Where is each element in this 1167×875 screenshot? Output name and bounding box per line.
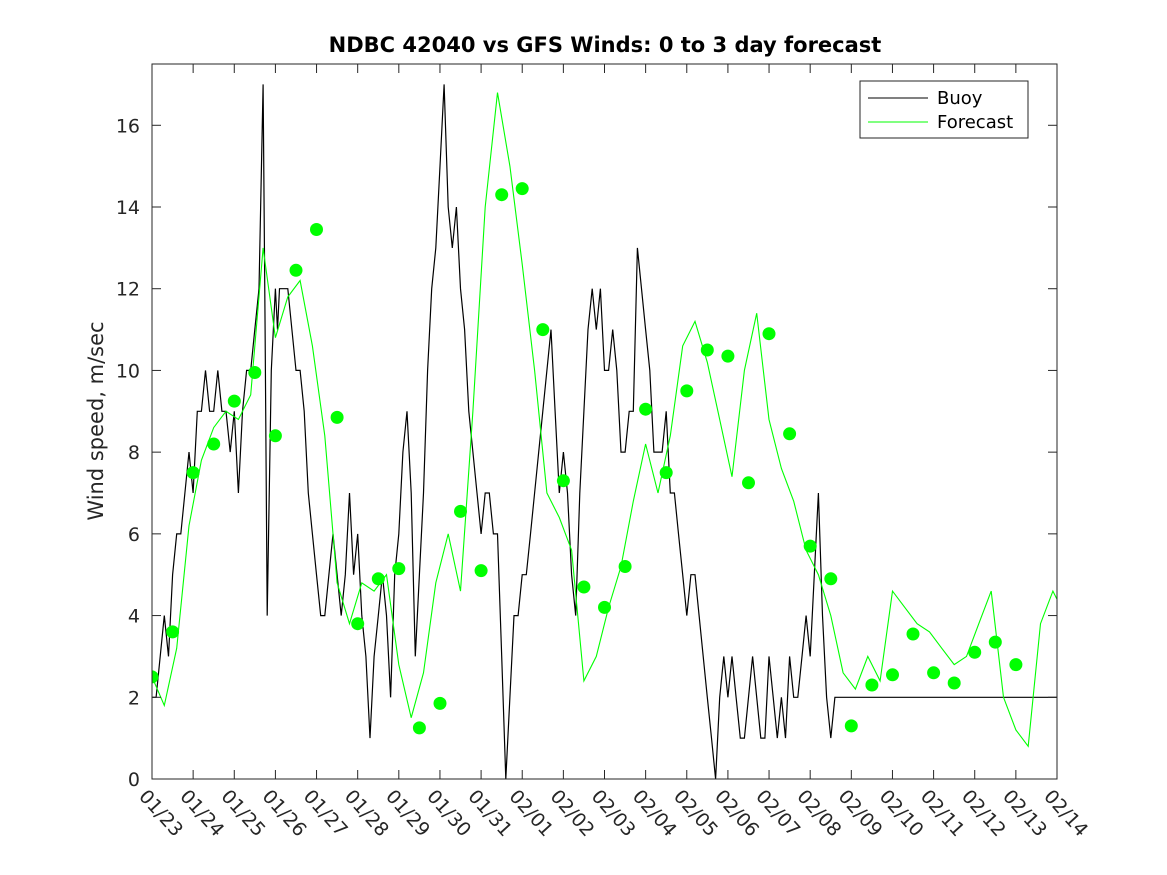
forecast-marker: [248, 366, 262, 379]
y-axis-label: Wind speed, m/sec: [84, 321, 108, 520]
forecast-marker: [844, 719, 858, 733]
y-tick-label: 0: [128, 769, 140, 791]
axes-box: [151, 63, 1058, 780]
forecast-marker: [351, 617, 365, 631]
x-tick-label: 02/04: [628, 786, 681, 841]
forecast-marker: [598, 600, 611, 614]
forecast-marker: [721, 349, 735, 363]
forecast-marker: [556, 474, 570, 488]
x-tick-label: 02/05: [669, 786, 722, 841]
x-tick-label: 01/31: [463, 786, 516, 841]
x-tick-label: 02/13: [998, 786, 1051, 841]
forecast-marker: [659, 466, 673, 480]
x-tick-label: 02/12: [957, 786, 1010, 841]
x-tick-label: 01/27: [299, 786, 352, 841]
forecast-marker: [536, 323, 550, 337]
x-tick-label: 02/10: [875, 786, 928, 841]
forecast-marker: [433, 696, 447, 710]
forecast-marker: [680, 384, 694, 398]
x-tick-label: 02/02: [546, 786, 599, 841]
y-tick-label: 4: [128, 606, 140, 628]
forecast-marker: [166, 625, 180, 639]
x-tick-label: 02/08: [792, 786, 845, 841]
forecast-marker: [947, 676, 961, 690]
legend-label-buoy: Buoy: [937, 88, 983, 109]
forecast-marker: [577, 580, 591, 594]
x-tick-label: 01/24: [175, 786, 228, 841]
series-line-buoy: [152, 84, 1057, 779]
forecast-marker: [495, 188, 509, 202]
forecast-marker: [289, 263, 303, 277]
forecast-marker: [371, 572, 385, 586]
forecast-marker: [310, 223, 323, 236]
y-tick-label: 8: [128, 442, 140, 464]
forecast-marker: [268, 429, 282, 443]
y-tick-label: 10: [116, 360, 140, 382]
forecast-marker: [392, 562, 406, 576]
forecast-marker: [742, 476, 755, 490]
forecast-marker: [927, 666, 941, 680]
legend: Buoy Forecast: [859, 80, 1029, 139]
y-tick-label: 12: [116, 279, 140, 301]
forecast-marker: [618, 560, 632, 573]
forecast-marker: [412, 721, 426, 735]
chart-title: NDBC 42040 vs GFS Winds: 0 to 3 day fore…: [329, 33, 882, 57]
forecast-marker: [474, 564, 488, 578]
x-tick-label: 02/07: [751, 786, 804, 841]
y-tick-label: 16: [116, 115, 140, 137]
forecast-marker: [762, 327, 776, 341]
x-tick-label: 02/14: [1039, 786, 1092, 841]
x-tick-label: 02/01: [505, 786, 558, 841]
legend-box: [859, 80, 1029, 139]
x-tick-label: 02/11: [916, 786, 969, 841]
forecast-marker: [906, 627, 920, 641]
forecast-marker: [1009, 658, 1023, 672]
x-tick-label: 02/03: [587, 786, 640, 841]
series-line-forecast: [152, 92, 1057, 748]
x-tick-label: 01/30: [422, 786, 475, 841]
legend-label-forecast: Forecast: [937, 112, 1013, 133]
y-tick-label: 6: [128, 524, 140, 546]
forecast-marker: [783, 427, 797, 441]
forecast-marker: [515, 182, 529, 196]
forecast-marker: [330, 410, 344, 424]
plot-area: [152, 84, 1057, 779]
forecast-marker: [803, 539, 817, 553]
forecast-marker: [227, 394, 241, 408]
x-tick-label: 01/26: [258, 786, 311, 841]
forecast-marker: [824, 572, 838, 586]
forecast-marker: [700, 343, 714, 357]
x-tick-label: 02/09: [834, 786, 887, 841]
forecast-marker: [454, 504, 467, 518]
forecast-marker: [865, 678, 879, 692]
y-tick-label: 2: [128, 687, 140, 709]
forecast-marker: [639, 402, 653, 416]
x-tick-label: 01/29: [381, 786, 434, 841]
forecast-marker: [988, 635, 1002, 649]
forecast-marker: [186, 466, 200, 480]
x-tick-label: 01/28: [340, 786, 393, 841]
forecast-marker: [207, 437, 221, 451]
x-tick-label: 01/23: [134, 786, 187, 841]
forecast-marker: [886, 668, 899, 682]
forecast-marker: [152, 670, 159, 684]
y-tick-label: 14: [116, 197, 140, 219]
x-tick-label: 01/25: [217, 786, 270, 841]
x-tick-label: 02/06: [710, 786, 763, 841]
forecast-marker: [968, 645, 982, 659]
